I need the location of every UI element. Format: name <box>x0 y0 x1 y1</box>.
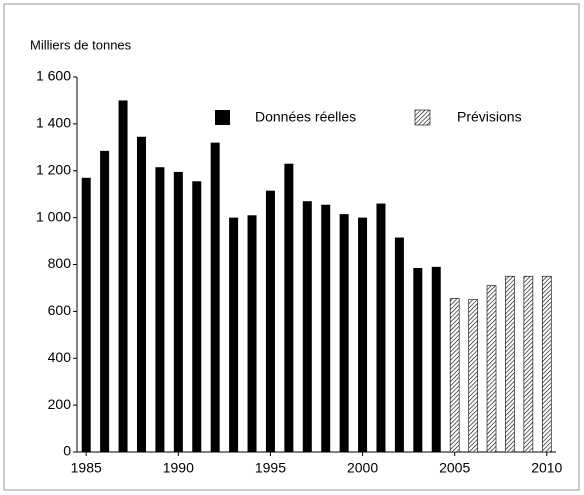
bar <box>284 163 294 452</box>
frame <box>3 3 580 491</box>
x-tick-label: 2000 <box>347 460 378 476</box>
legend-swatch <box>414 109 431 126</box>
x-tick-label: 1985 <box>71 460 102 476</box>
bar <box>173 171 183 452</box>
bar <box>136 136 146 452</box>
bar <box>155 167 165 452</box>
x-tick-label: 1990 <box>163 460 194 476</box>
bar <box>394 237 404 452</box>
y-tick-label: 0 <box>63 443 71 459</box>
bar <box>413 268 423 452</box>
legend-label: Données réelles <box>255 109 356 125</box>
bar <box>118 100 128 452</box>
bar <box>486 285 497 453</box>
y-tick-label: 1 600 <box>36 68 71 84</box>
bar <box>523 275 534 453</box>
y-tick-label: 200 <box>48 396 72 412</box>
bar <box>321 204 331 452</box>
y-tick-label: 1 400 <box>36 115 71 131</box>
bar <box>431 266 441 452</box>
bar <box>449 298 460 453</box>
bar <box>541 275 552 453</box>
x-tick-label: 2010 <box>531 460 562 476</box>
bar <box>229 217 239 452</box>
bar <box>339 214 349 452</box>
y-tick-label: 600 <box>48 302 72 318</box>
x-tick-label: 2005 <box>439 460 470 476</box>
legend-swatch <box>215 110 230 125</box>
bar <box>81 177 91 452</box>
x-tick-label: 1995 <box>255 460 286 476</box>
y-tick-label: 1 000 <box>36 208 71 224</box>
y-tick-label: 800 <box>48 255 72 271</box>
y-tick-label: 400 <box>48 349 72 365</box>
y-tick-label: 1 200 <box>36 161 71 177</box>
bar <box>265 190 275 452</box>
bar <box>302 201 312 452</box>
y-axis-label: Milliers de tonnes <box>30 37 132 52</box>
bar <box>376 203 386 452</box>
bar <box>192 181 202 452</box>
bar <box>100 150 110 452</box>
bar <box>247 215 257 452</box>
bar <box>505 275 515 453</box>
bar <box>468 299 478 453</box>
bar <box>358 217 368 452</box>
bar <box>210 142 220 452</box>
legend-label: Prévisions <box>457 109 522 125</box>
